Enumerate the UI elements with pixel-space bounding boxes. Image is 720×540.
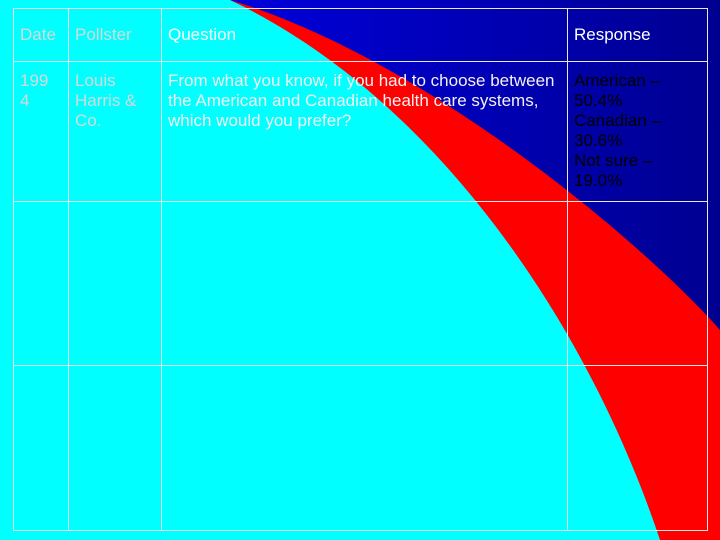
cell-response: American – 50.4% Canadian – 30.6% Not su… [567,61,708,202]
response-line: Not sure – [574,151,653,170]
table-row [13,201,708,366]
table-row [13,365,708,531]
empty-cell [567,365,708,531]
poll-table: Date Pollster Question Response 199 4 Lo… [13,8,708,531]
header-date: Date [13,8,69,62]
empty-cell [161,201,568,366]
response-line: 50.4% [574,91,623,110]
response-line: 19.0% [574,171,623,190]
response-line: Canadian – [574,111,661,130]
table-header-row: Date Pollster Question Response [13,8,708,62]
table-row: 199 4 Louis Harris & Co. From what you k… [13,61,708,202]
empty-cell [13,201,69,366]
cell-pollster: Louis Harris & Co. [68,61,162,202]
empty-cell [567,201,708,366]
header-pollster: Pollster [68,8,162,62]
empty-cell [68,365,162,531]
empty-cell [68,201,162,366]
cell-date: 199 4 [13,61,69,202]
response-line: American – [574,71,660,90]
cell-question: From what you know, if you had to choose… [161,61,568,202]
empty-cell [161,365,568,531]
empty-cell [13,365,69,531]
header-response: Response [567,8,708,62]
response-line: 30.6% [574,131,623,150]
header-question: Question [161,8,568,62]
